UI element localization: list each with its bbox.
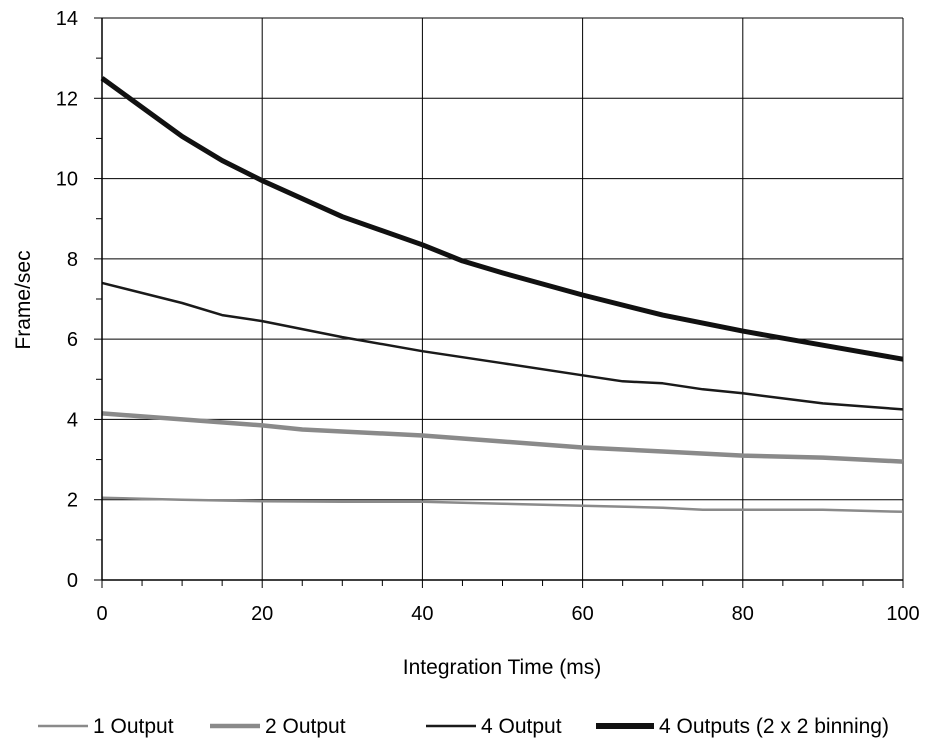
minor-ticks: [96, 57, 864, 586]
series-line-1: [101, 496, 904, 514]
legend-item: 4 Outputs (2 x 2 binning): [596, 715, 889, 738]
y-axis-label: Frame/sec: [12, 250, 35, 349]
x-tick-label: 0: [96, 603, 107, 625]
series-line-3: [101, 281, 904, 411]
series-line-2: [101, 411, 904, 464]
grid: [102, 17, 904, 580]
x-tick-label: 100: [886, 603, 919, 625]
y-tick-label: 6: [67, 329, 78, 351]
x-tick-label: 60: [571, 603, 593, 625]
y-tick-label: 10: [56, 169, 78, 191]
x-tick-label: 40: [411, 603, 433, 625]
legend-label: 2 Output: [265, 715, 346, 738]
y-tick-label: 4: [67, 409, 78, 431]
legend-label: 1 Output: [93, 715, 174, 738]
x-tick-label: 80: [732, 603, 754, 625]
x-axis-label: Integration Time (ms): [403, 656, 601, 679]
y-tick-label: 2: [67, 490, 78, 512]
y-tick-label: 8: [67, 249, 78, 271]
axes: [94, 17, 904, 588]
legend: 1 Output 2 Output 4 Output 4 Outputs (2 x 2…: [38, 715, 889, 738]
y-tick-label: 14: [56, 8, 78, 30]
x-tick-label: 20: [251, 603, 273, 625]
series-lines: [100, 76, 904, 514]
tick-labels: 0 20 40 60 80 100 0 2 4 6 8 10 12 14: [56, 8, 920, 625]
legend-item: 2 Output: [210, 715, 346, 738]
legend-label: 4 Outputs (2 x 2 binning): [659, 715, 889, 738]
legend-label: 4 Output: [481, 715, 562, 738]
legend-item: 4 Output: [426, 715, 562, 738]
series-line-4: [100, 76, 904, 362]
legend-item: 1 Output: [38, 715, 174, 738]
y-tick-label: 12: [56, 88, 78, 110]
y-tick-label: 0: [67, 570, 78, 592]
